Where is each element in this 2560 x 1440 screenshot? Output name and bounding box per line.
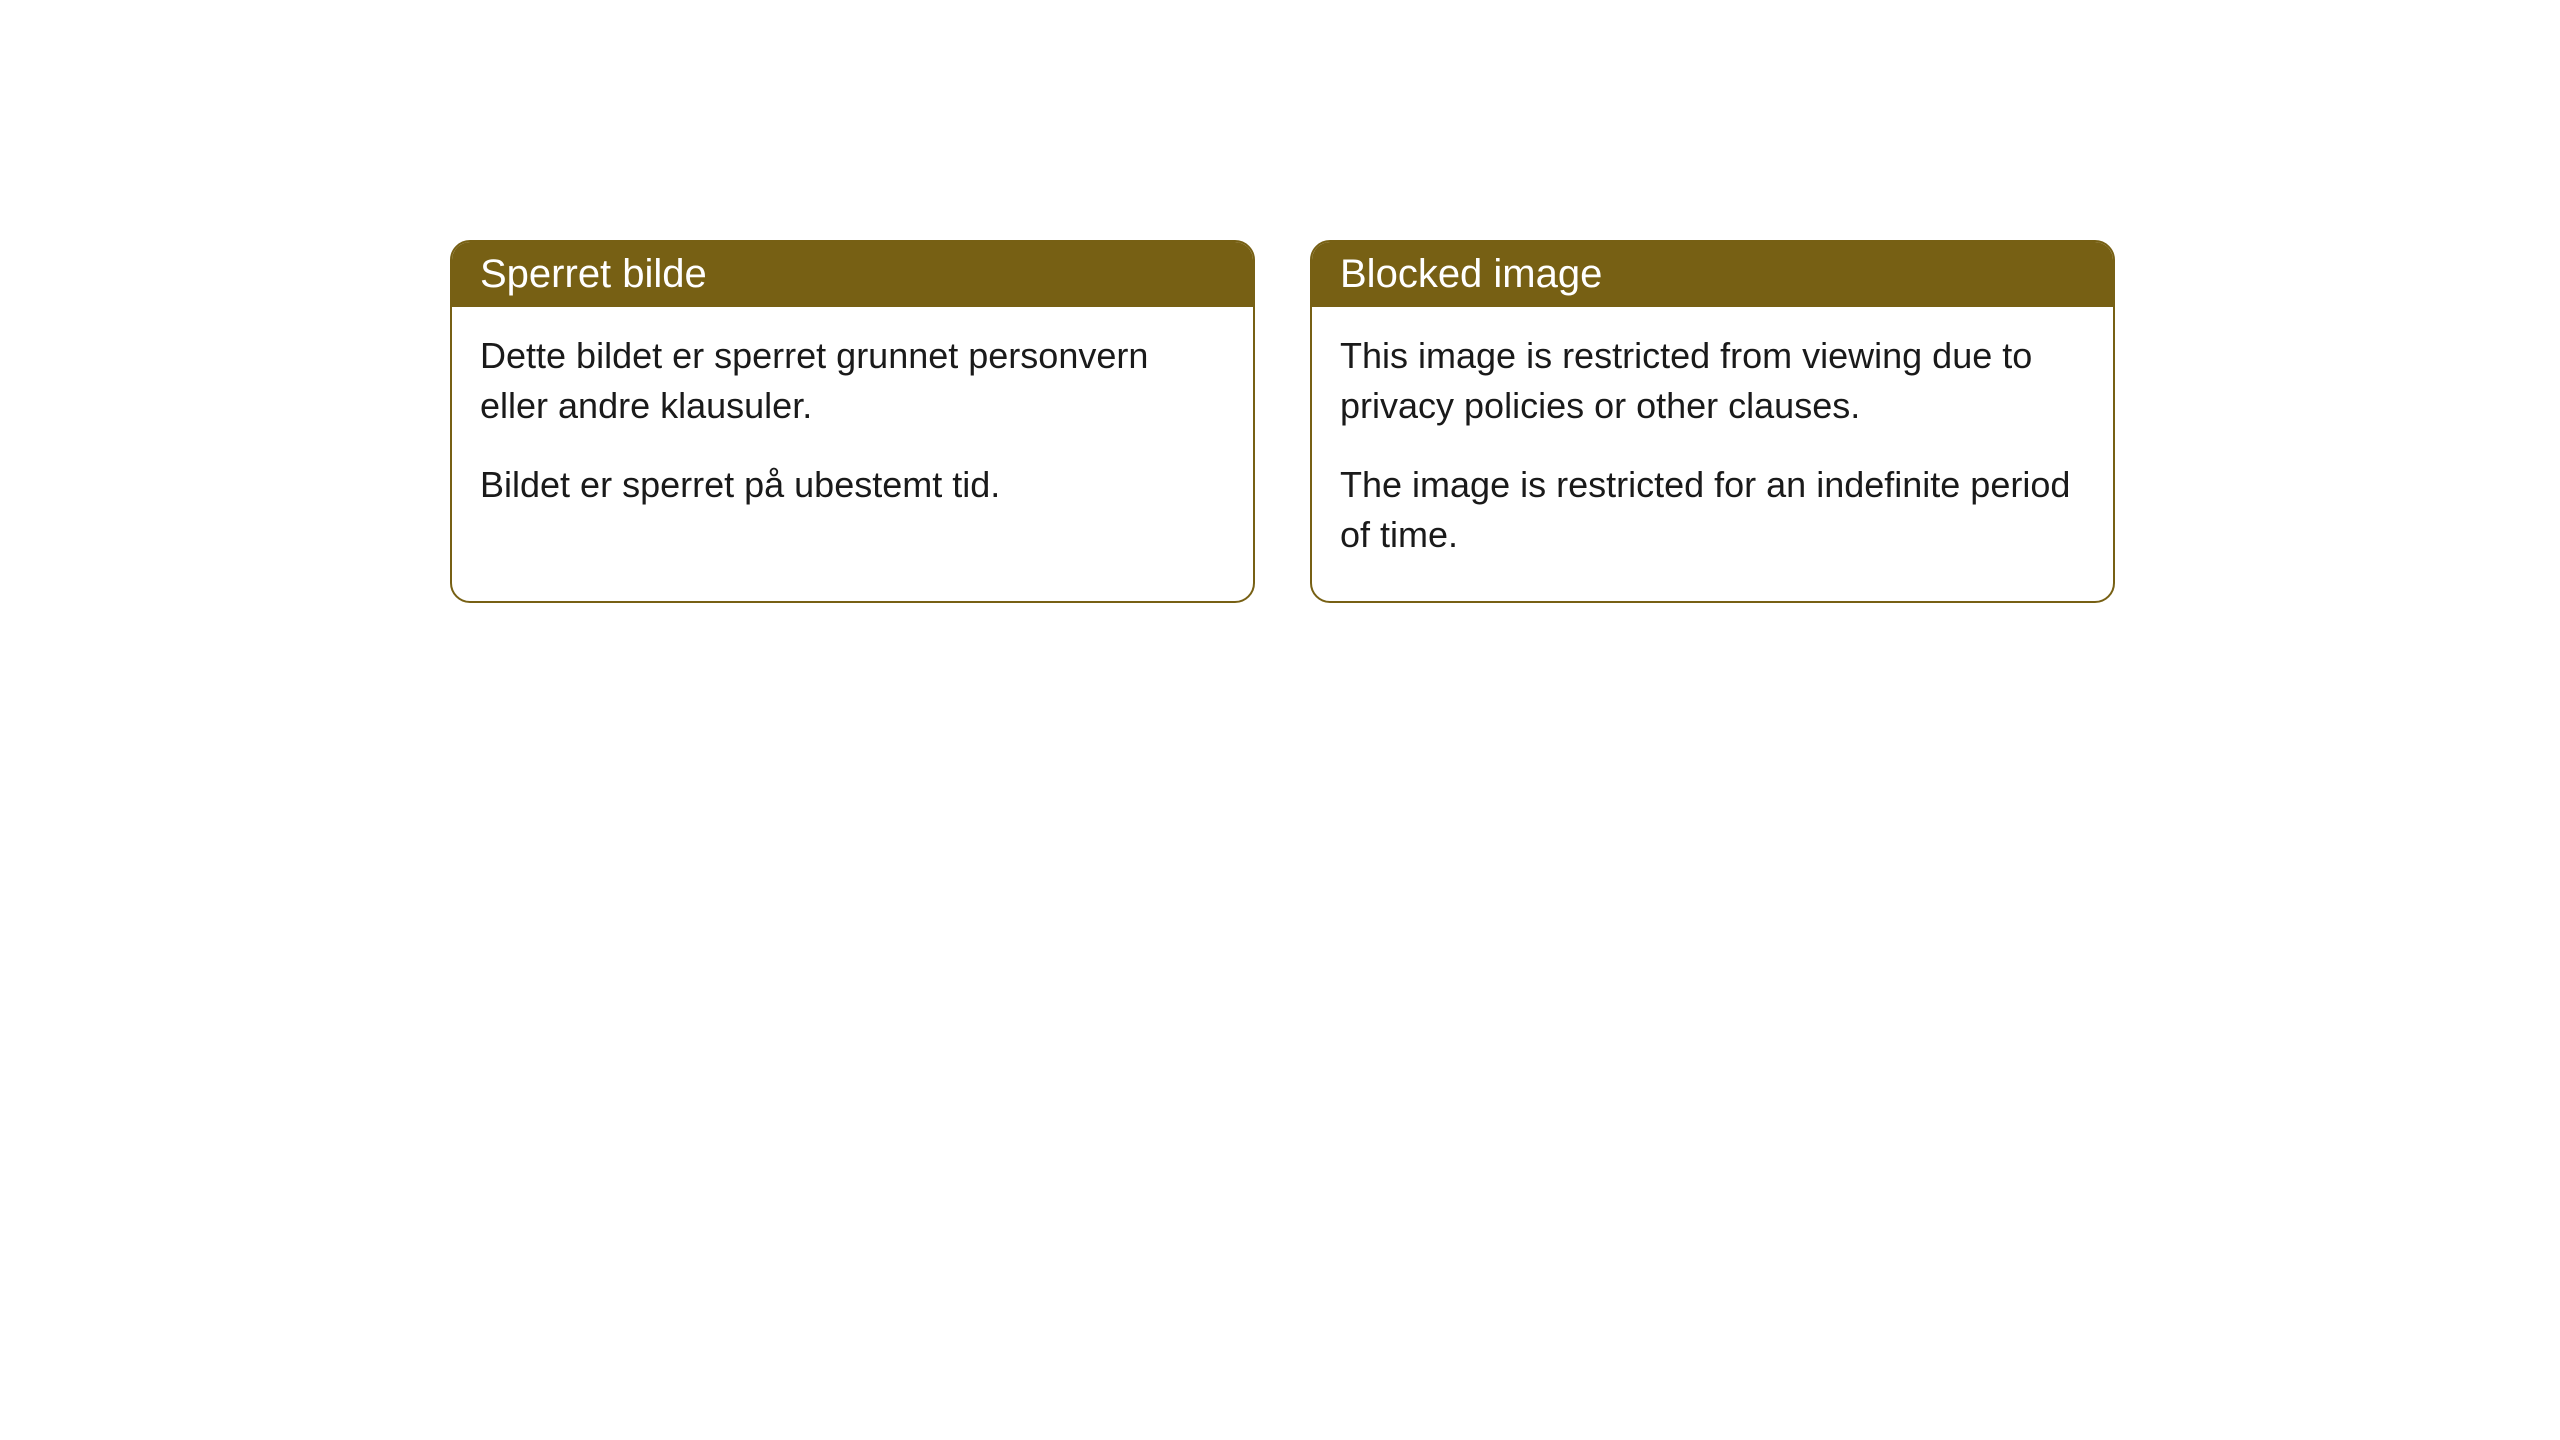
notice-cards-container: Sperret bilde Dette bildet er sperret gr…	[450, 240, 2115, 603]
card-body: This image is restricted from viewing du…	[1312, 307, 2113, 601]
card-paragraph: Bildet er sperret på ubestemt tid.	[480, 460, 1225, 510]
card-paragraph: Dette bildet er sperret grunnet personve…	[480, 331, 1225, 432]
card-header: Blocked image	[1312, 242, 2113, 307]
card-title: Sperret bilde	[480, 252, 707, 296]
notice-card-norwegian: Sperret bilde Dette bildet er sperret gr…	[450, 240, 1255, 603]
card-header: Sperret bilde	[452, 242, 1253, 307]
card-paragraph: The image is restricted for an indefinit…	[1340, 460, 2085, 561]
notice-card-english: Blocked image This image is restricted f…	[1310, 240, 2115, 603]
card-title: Blocked image	[1340, 252, 1602, 296]
card-body: Dette bildet er sperret grunnet personve…	[452, 307, 1253, 550]
card-paragraph: This image is restricted from viewing du…	[1340, 331, 2085, 432]
